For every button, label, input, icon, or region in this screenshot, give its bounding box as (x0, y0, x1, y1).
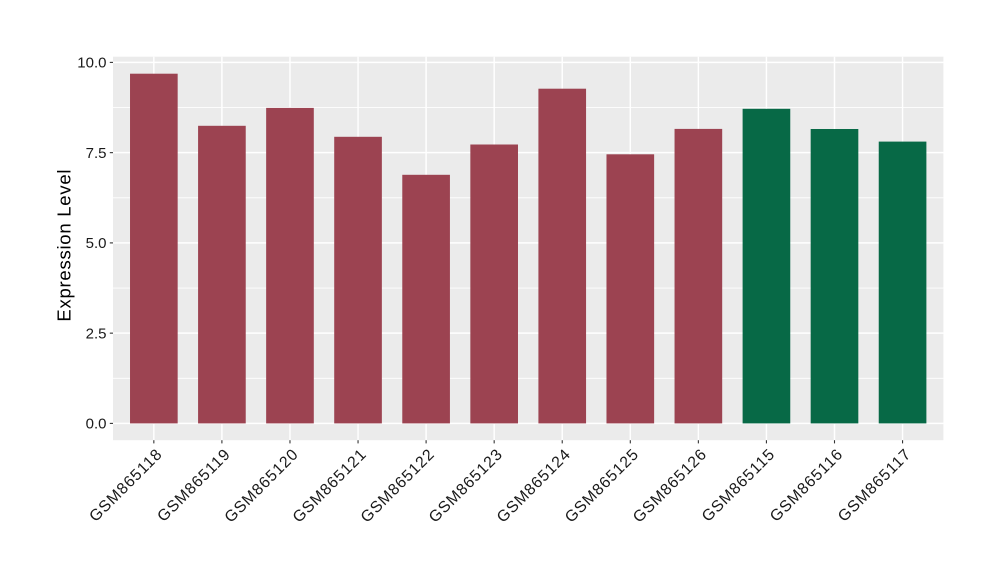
svg-text:7.5: 7.5 (86, 145, 107, 162)
svg-text:Expression Level: Expression Level (54, 169, 75, 322)
svg-text:10.0: 10.0 (77, 55, 106, 72)
svg-text:5.0: 5.0 (86, 235, 107, 252)
svg-text:2.5: 2.5 (86, 325, 107, 342)
svg-text:0.0: 0.0 (86, 416, 107, 433)
